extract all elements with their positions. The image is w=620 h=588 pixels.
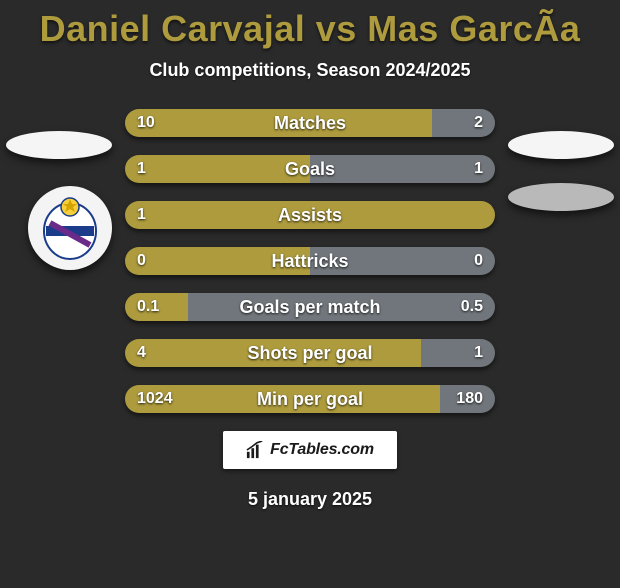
stat-label: Matches [125,109,495,137]
stat-bars: 102Matches 11Goals 1Assists 00Hattricks 0.10… [125,109,495,413]
brand-watermark: FcTables.com [223,431,397,469]
stat-label: Hattricks [125,247,495,275]
left-badge-ellipse [6,131,112,159]
stat-label: Min per goal [125,385,495,413]
stat-row: 1024180Min per goal [125,385,495,413]
stat-row: 00Hattricks [125,247,495,275]
comparison-title: Daniel Carvajal vs Mas GarcÃ­a [0,8,620,50]
stat-row: 11Goals [125,155,495,183]
subtitle: Club competitions, Season 2024/2025 [0,60,620,81]
right-badge-ellipse [508,131,614,159]
stat-row: 1Assists [125,201,495,229]
brand-chart-icon [246,441,264,459]
player1-name: Daniel Carvajal [40,8,306,49]
real-madrid-crest-icon: MCF [40,195,100,261]
date-footer: 5 january 2025 [0,489,620,510]
stat-label: Shots per goal [125,339,495,367]
stat-label: Goals [125,155,495,183]
right-badge-ellipse [508,183,614,211]
player2-name: Mas GarcÃ­a [367,8,580,49]
stat-row: 41Shots per goal [125,339,495,367]
vs-word: vs [316,8,357,49]
stat-row: 102Matches [125,109,495,137]
brand-text: FcTables.com [270,441,374,459]
player1-club-logo: MCF [28,186,112,270]
stat-row: 0.10.5Goals per match [125,293,495,321]
stat-label: Goals per match [125,293,495,321]
stat-label: Assists [125,201,495,229]
